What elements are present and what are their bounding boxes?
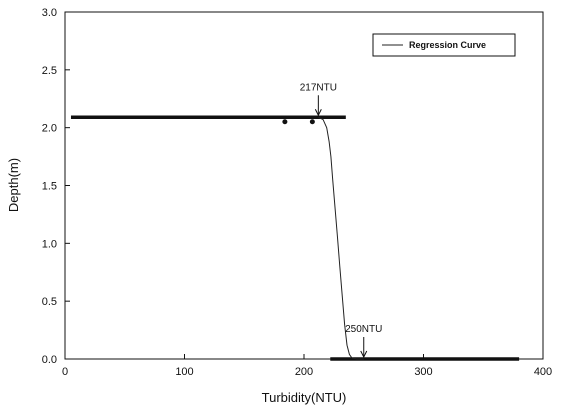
annotation-arrow-head xyxy=(360,350,368,359)
x-tick-label: 200 xyxy=(295,366,313,378)
y-tick-label: 0.0 xyxy=(42,354,57,366)
x-axis-ticks: 0 100 200 300 400 xyxy=(62,354,552,378)
annotation-arrow-head xyxy=(314,109,322,117)
annotation-label: 217NTU xyxy=(300,82,337,93)
x-tick-label: 300 xyxy=(414,366,432,378)
regression-curve-line xyxy=(318,116,364,360)
y-tick-label: 1.5 xyxy=(42,181,57,193)
y-tick-label: 1.0 xyxy=(42,238,57,250)
legend-label: Regression Curve xyxy=(409,40,486,50)
legend: Regression Curve xyxy=(372,33,516,57)
y-tick-label: 0.5 xyxy=(42,296,57,308)
y-tick-label: 2.0 xyxy=(42,123,57,135)
observed-point xyxy=(309,119,315,125)
x-tick-label: 0 xyxy=(62,366,68,378)
x-tick-label: 100 xyxy=(175,366,193,378)
legend-box xyxy=(372,33,516,57)
y-axis-ticks: 0.0 0.5 1.0 1.5 2.0 2.5 3.0 xyxy=(42,7,70,366)
y-tick-label: 2.5 xyxy=(42,65,57,77)
plot-frame xyxy=(64,11,544,360)
observed-point xyxy=(282,119,288,125)
y-axis-title: Depth(m) xyxy=(6,158,21,212)
observed-data-series xyxy=(70,115,520,361)
annotation-label: 250NTU xyxy=(345,324,382,335)
annotations: 217NTU 250NTU xyxy=(300,82,382,359)
x-tick-label: 400 xyxy=(534,366,552,378)
x-axis-title: Turbidity(NTU) xyxy=(262,390,347,405)
y-tick-label: 3.0 xyxy=(42,7,57,19)
